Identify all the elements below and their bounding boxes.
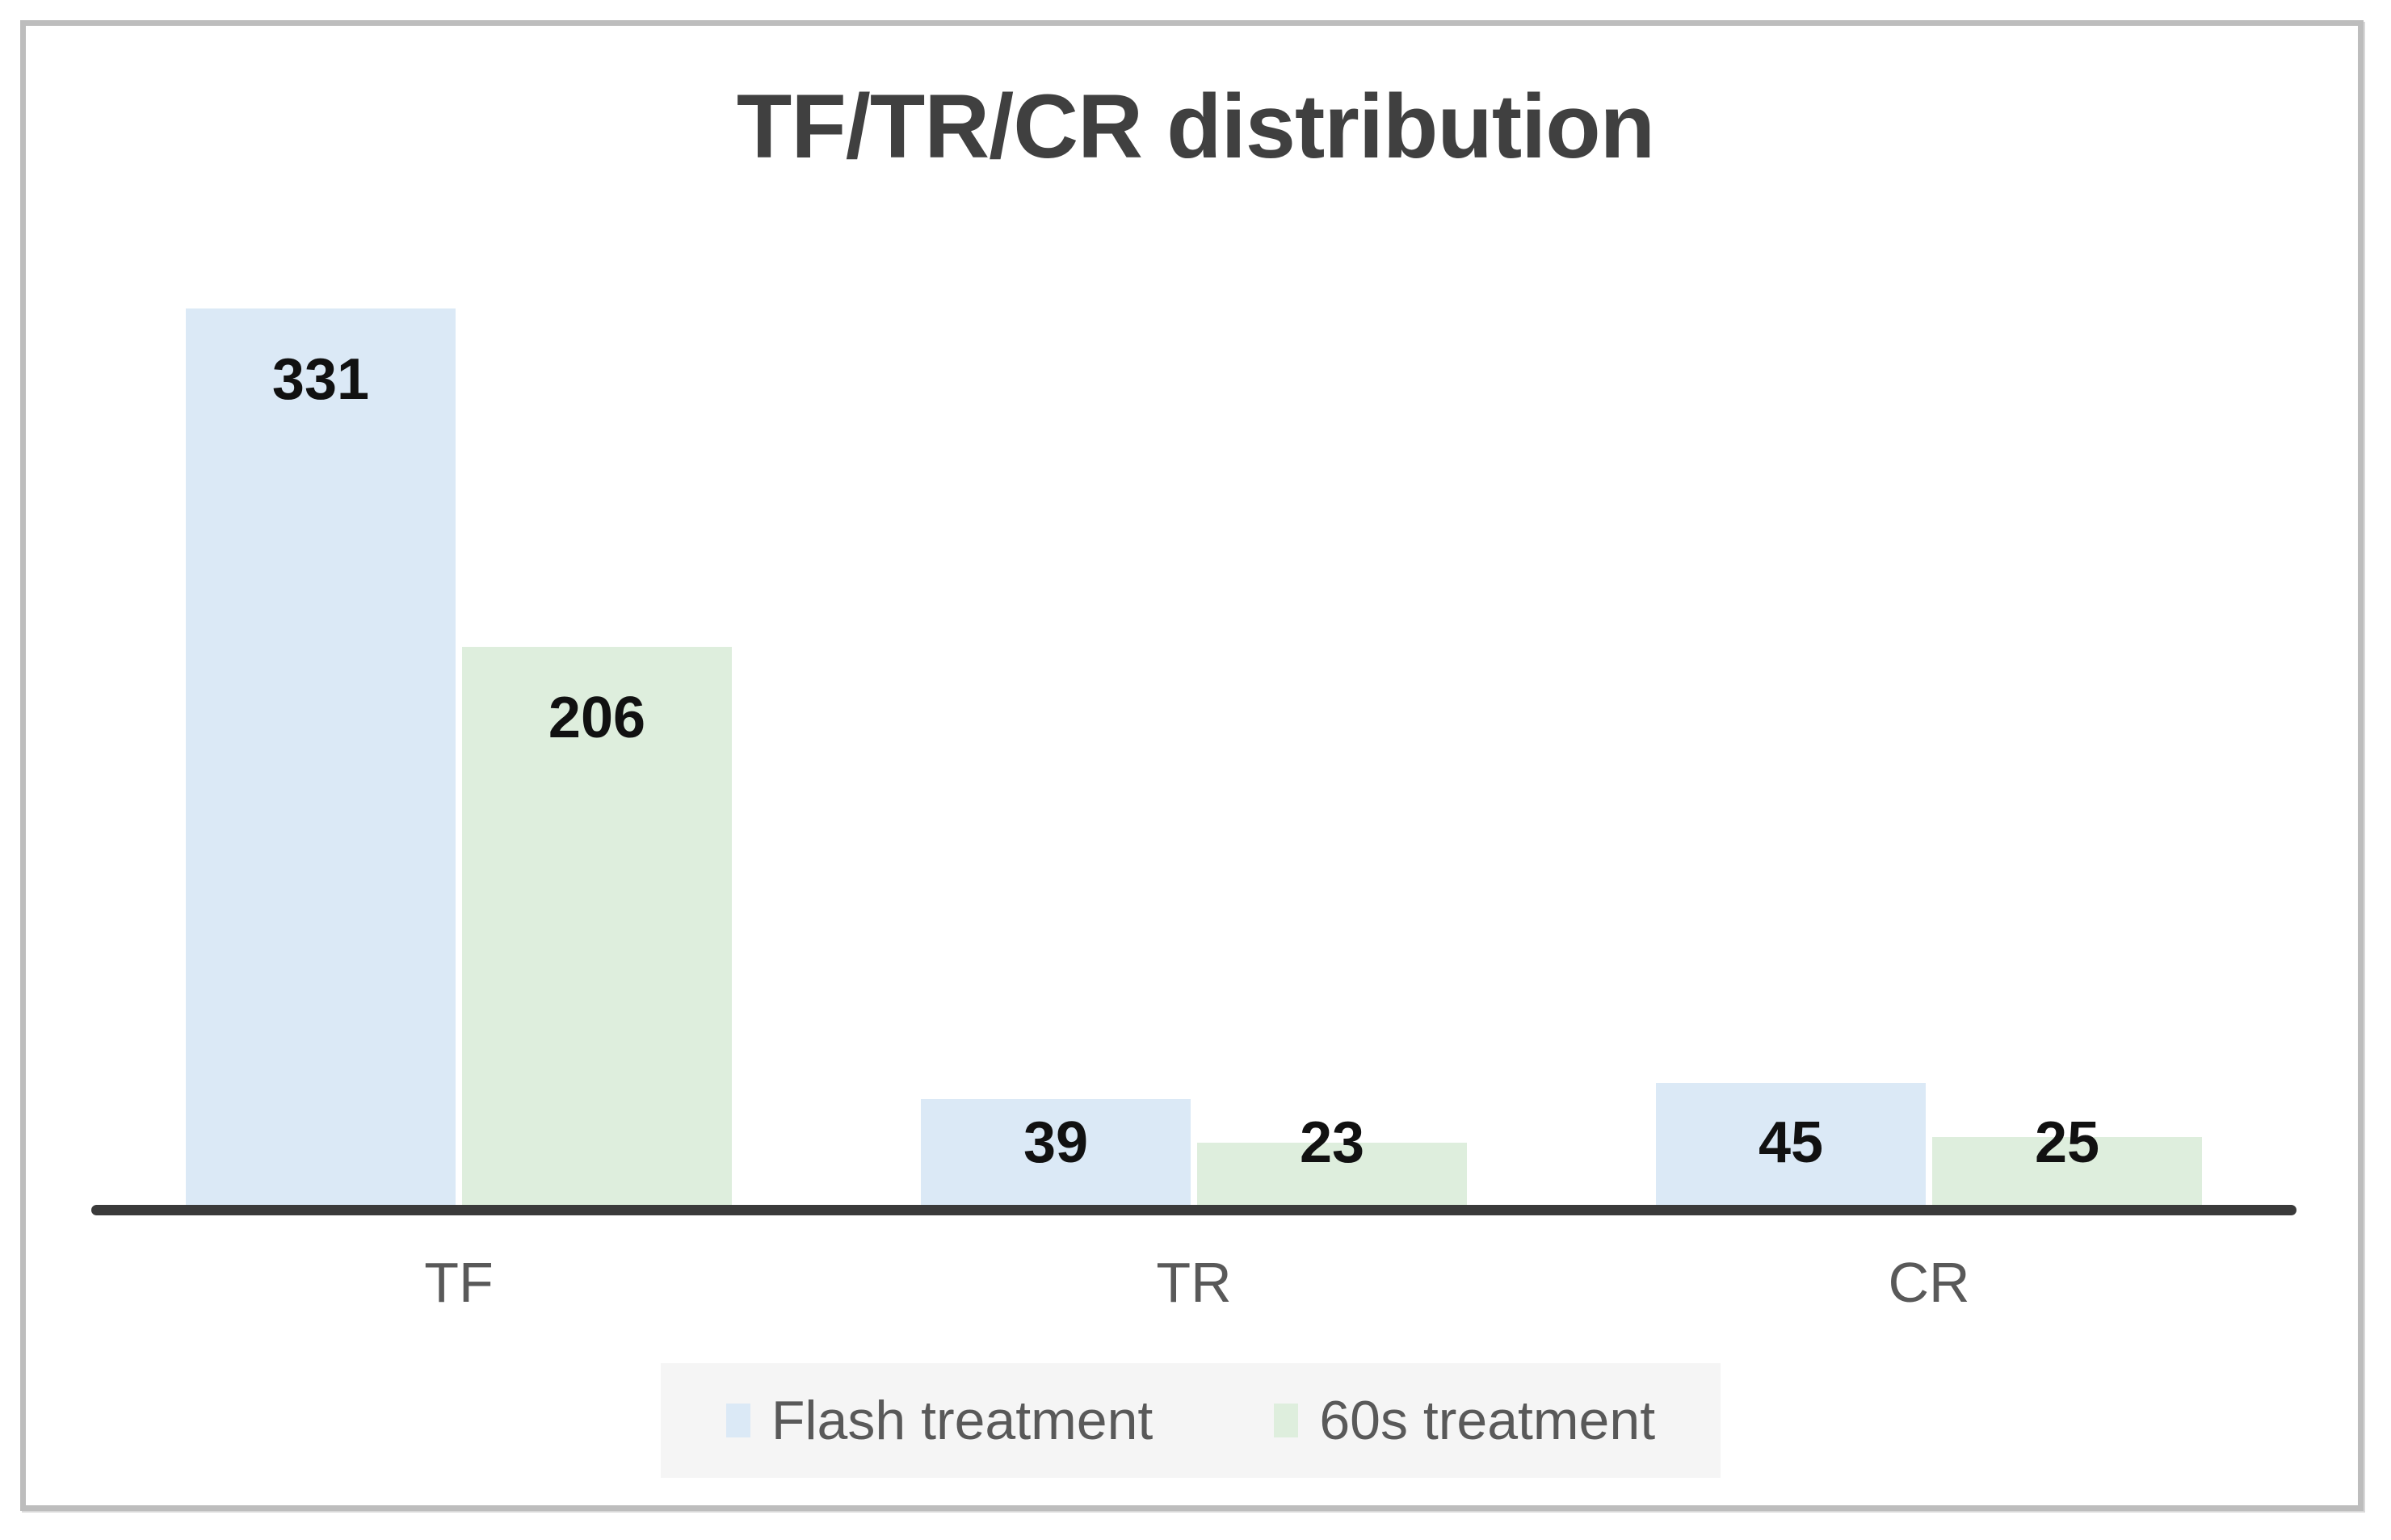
category-label-tf: TF	[424, 1251, 494, 1314]
bar-tf-series-0: 331	[186, 308, 456, 1205]
bar-cr-series-1: 25	[1932, 1114, 2202, 1205]
legend-item-flash-treatment: Flash treatment	[725, 1389, 1153, 1452]
data-label: 39	[1023, 1110, 1089, 1175]
bar-tf-series-1: 206	[462, 647, 732, 1205]
category-label-cr: CR	[1888, 1251, 1970, 1314]
data-label: 331	[271, 347, 370, 412]
bar-tr-series-1: 23	[1197, 1114, 1467, 1205]
bar-cr-series-0: 45	[1656, 1083, 1926, 1205]
legend-swatch-icon	[1274, 1404, 1299, 1437]
x-axis-line	[91, 1205, 2296, 1215]
chart-title: TF/TR/CR distribution	[736, 76, 1655, 177]
bar-group-tr: 39 23	[826, 1099, 1561, 1205]
category-label-tr: TR	[1156, 1251, 1232, 1314]
bar-group-tf: 331 206	[91, 308, 826, 1205]
legend: Flash treatment 60s treatment	[661, 1363, 1721, 1478]
data-label: 25	[2034, 1110, 2100, 1175]
data-label: 206	[548, 686, 646, 750]
legend-swatch-icon	[725, 1404, 750, 1437]
bar-tr-series-0: 39	[921, 1099, 1191, 1205]
data-label: 45	[1758, 1110, 1824, 1175]
legend-item-60s-treatment: 60s treatment	[1274, 1389, 1655, 1452]
data-label: 23	[1299, 1110, 1365, 1175]
legend-label: 60s treatment	[1319, 1390, 1656, 1451]
legend-label: Flash treatment	[771, 1390, 1153, 1451]
bar-group-cr: 45 25	[1561, 1083, 2296, 1205]
